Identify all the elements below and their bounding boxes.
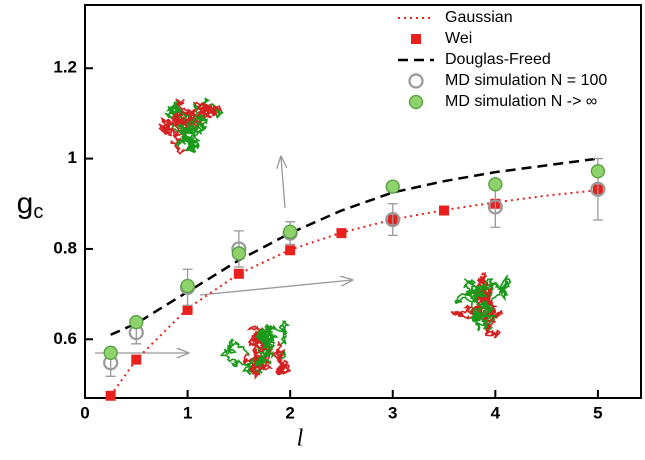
polymer-chain (256, 320, 291, 347)
x-axis-label: l (297, 426, 304, 452)
x-tick-label: 4 (491, 403, 501, 422)
plot-frame (84, 4, 642, 399)
error-bar (387, 203, 398, 237)
polymer-illustrations (158, 97, 512, 380)
marker (180, 278, 195, 294)
legend-swatch (408, 94, 424, 110)
marker (488, 177, 503, 192)
polymer-chain (470, 300, 496, 330)
y-label-subscript: c (33, 201, 43, 223)
marker (231, 246, 247, 261)
legend-label: MD simulation N = 100 (445, 72, 607, 89)
legend-label: Wei (445, 30, 472, 47)
legend-swatch (411, 34, 421, 44)
marker (129, 314, 144, 330)
y-label-base: g (17, 187, 34, 220)
marker (385, 211, 401, 228)
y-tick-label: 1.2 (53, 58, 77, 77)
polymer-chain (478, 296, 504, 332)
marker (131, 354, 142, 365)
legend-label: Douglas-Freed (445, 51, 551, 68)
arrow (199, 280, 352, 296)
marker (233, 268, 244, 279)
y-tick-label: 0.8 (53, 238, 77, 257)
marker (285, 245, 296, 256)
y-tick-label: 1 (68, 148, 77, 167)
polymer-chain (175, 134, 201, 154)
x-tick-label: 3 (388, 403, 397, 422)
x-tick-label: 1 (183, 403, 192, 422)
x-tick-label: 2 (285, 403, 294, 422)
polymer-chain (463, 277, 498, 307)
polymer-chain (192, 101, 222, 120)
marker (182, 304, 193, 315)
marker (385, 179, 400, 194)
legend-label: Gaussian (445, 9, 513, 26)
marker (487, 199, 503, 215)
x-tick-label: 0 (80, 403, 89, 422)
polymer-chain (158, 116, 190, 155)
marker (105, 390, 116, 401)
marker (283, 224, 298, 239)
polymer-chain (170, 120, 203, 144)
marker (103, 345, 118, 360)
marker (336, 228, 347, 239)
legend-swatch (408, 73, 424, 89)
y-tick-label: 0.6 (53, 329, 77, 348)
x-tick-label: 5 (593, 403, 602, 422)
arrow (281, 157, 285, 209)
series-line (110, 157, 599, 336)
marker (590, 181, 606, 197)
y-axis-label: gc (17, 187, 44, 223)
marker (590, 164, 606, 179)
marker (439, 205, 450, 216)
polymer-chain (272, 341, 292, 376)
legend-label: MD simulation N -> ∞ (445, 93, 597, 110)
polymer-chain (454, 285, 493, 334)
